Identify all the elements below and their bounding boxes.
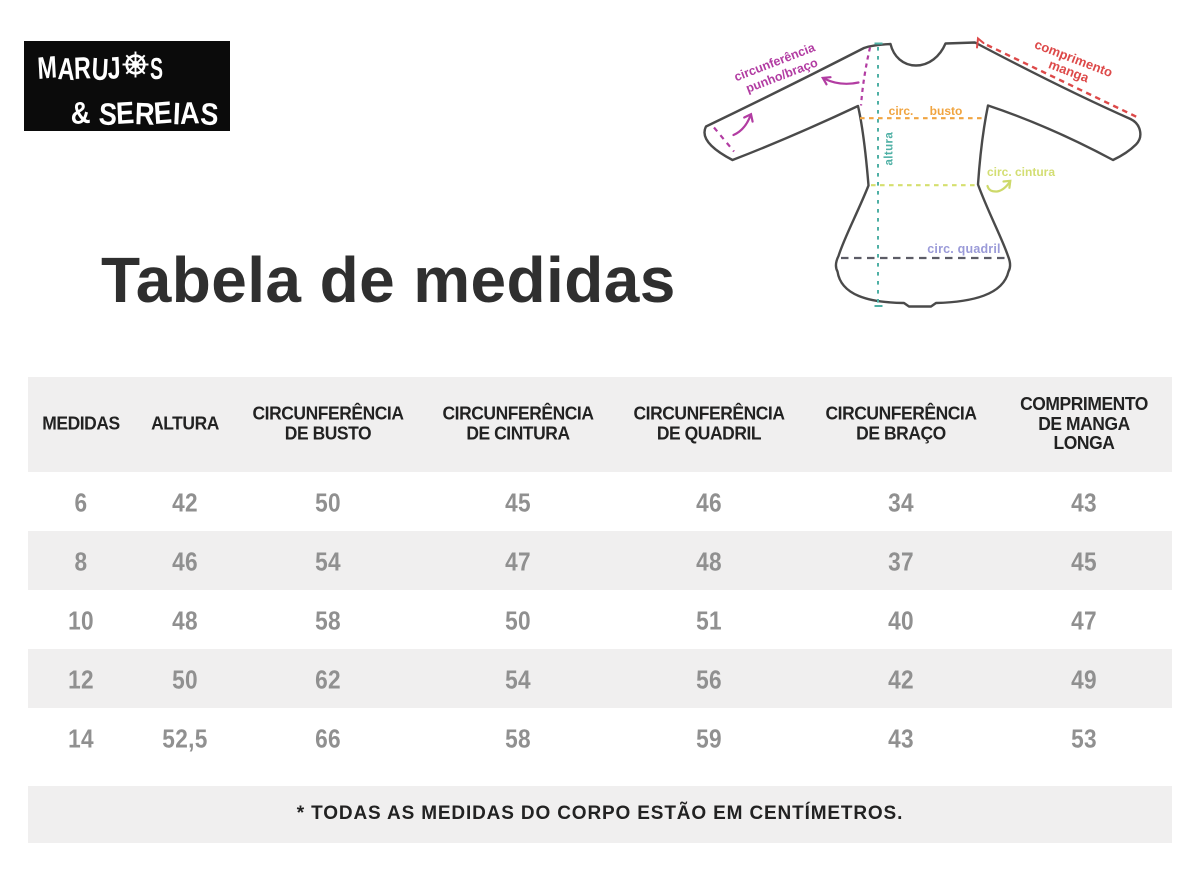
cell-value: 50: [315, 487, 341, 518]
hip-label: circ. quadril: [927, 242, 1000, 256]
bust-label-word2: busto: [930, 104, 963, 118]
cell-value: 66: [315, 723, 341, 754]
cell-value: 48: [696, 546, 722, 577]
table-note-stripe: [28, 786, 1172, 843]
cell-value: 47: [1071, 605, 1097, 636]
cell-size: 12: [68, 664, 94, 695]
column-header-medidas: MEDIDAS: [42, 413, 120, 434]
armhole-seam-line: [859, 47, 872, 106]
ships-wheel-icon: [122, 51, 149, 78]
cell-value: 53: [1071, 723, 1097, 754]
brand-logo: MARUJ S & SEREIAS: [24, 41, 230, 131]
cell-value: 56: [696, 664, 722, 695]
cell-value: 54: [505, 664, 531, 695]
page-title: Tabela de medidas: [101, 244, 676, 316]
waist-label: circ. cintura: [987, 165, 1055, 179]
cuff-measure-line: [713, 126, 735, 153]
cell-value: 58: [505, 723, 531, 754]
logo-text-line1-right: S: [150, 51, 163, 86]
cell-value: 45: [505, 487, 531, 518]
cell-value: 49: [1071, 664, 1097, 695]
cell-size: 14: [68, 723, 94, 754]
cell-value: 43: [1071, 487, 1097, 518]
cell-value: 50: [172, 664, 198, 695]
cell-value: 42: [888, 664, 914, 695]
height-measure-line: [874, 42, 883, 307]
cell-size: 8: [74, 546, 88, 577]
bust-label-word1: circ.: [889, 104, 914, 118]
size-table: MEDIDAS ALTURA CIRCUNFERÊNCIA DE BUSTO CI…: [28, 377, 1172, 843]
cell-size: 6: [74, 487, 88, 518]
cuff-arm-label: circunferência punho/braço: [732, 40, 820, 96]
cell-value: 48: [172, 605, 198, 636]
column-header-cintura: CIRCUNFERÊNCIA DE CINTURA: [442, 403, 594, 443]
logo-text-line1-left: MARUJ: [36, 50, 121, 87]
cell-value: 45: [1071, 546, 1097, 577]
table-row-stripe: [28, 531, 1172, 590]
logo-text-line2: & SEREIAS: [70, 95, 220, 131]
table-footnote: * TODAS AS MEDIDAS DO CORPO ESTÃO EM CEN…: [296, 803, 904, 824]
upper-arm-arrow: [820, 76, 860, 86]
cell-value: 46: [696, 487, 722, 518]
cell-value: 40: [888, 605, 914, 636]
column-header-braco: CIRCUNFERÊNCIA DE BRAÇO: [825, 403, 977, 443]
cell-value: 34: [888, 487, 914, 518]
cell-value: 43: [888, 723, 914, 754]
cell-value: 62: [315, 664, 341, 695]
cell-value: 52,5: [162, 723, 208, 754]
cell-value: 46: [172, 546, 198, 577]
height-label: altura: [884, 132, 896, 166]
cell-size: 10: [68, 605, 94, 636]
cell-value: 42: [172, 487, 198, 518]
cell-value: 59: [696, 723, 722, 754]
sleeve-arrowhead: [976, 36, 985, 49]
garment-measurement-diagram: altura circ. busto circ. cintura circ. q…: [703, 36, 1142, 308]
cell-value: 47: [505, 546, 531, 577]
column-header-manga: COMPRIMENTO DE MANGA LONGA: [1020, 393, 1148, 453]
column-header-quadril: CIRCUNFERÊNCIA DE QUADRIL: [633, 403, 785, 443]
cell-value: 58: [315, 605, 341, 636]
table-row-stripe: [28, 649, 1172, 708]
cuff-arrow: [732, 112, 754, 137]
cell-value: 50: [505, 605, 531, 636]
cell-value: 51: [696, 605, 722, 636]
sleeve-measure-line: [986, 43, 1140, 120]
cell-value: 37: [888, 546, 914, 577]
column-header-altura: ALTURA: [151, 413, 219, 434]
waist-arrow: [986, 179, 1012, 193]
cell-value: 54: [315, 546, 341, 577]
column-header-busto: CIRCUNFERÊNCIA DE BUSTO: [252, 403, 404, 443]
leotard-outline: [703, 41, 1142, 308]
table-header-row: [28, 377, 1172, 472]
